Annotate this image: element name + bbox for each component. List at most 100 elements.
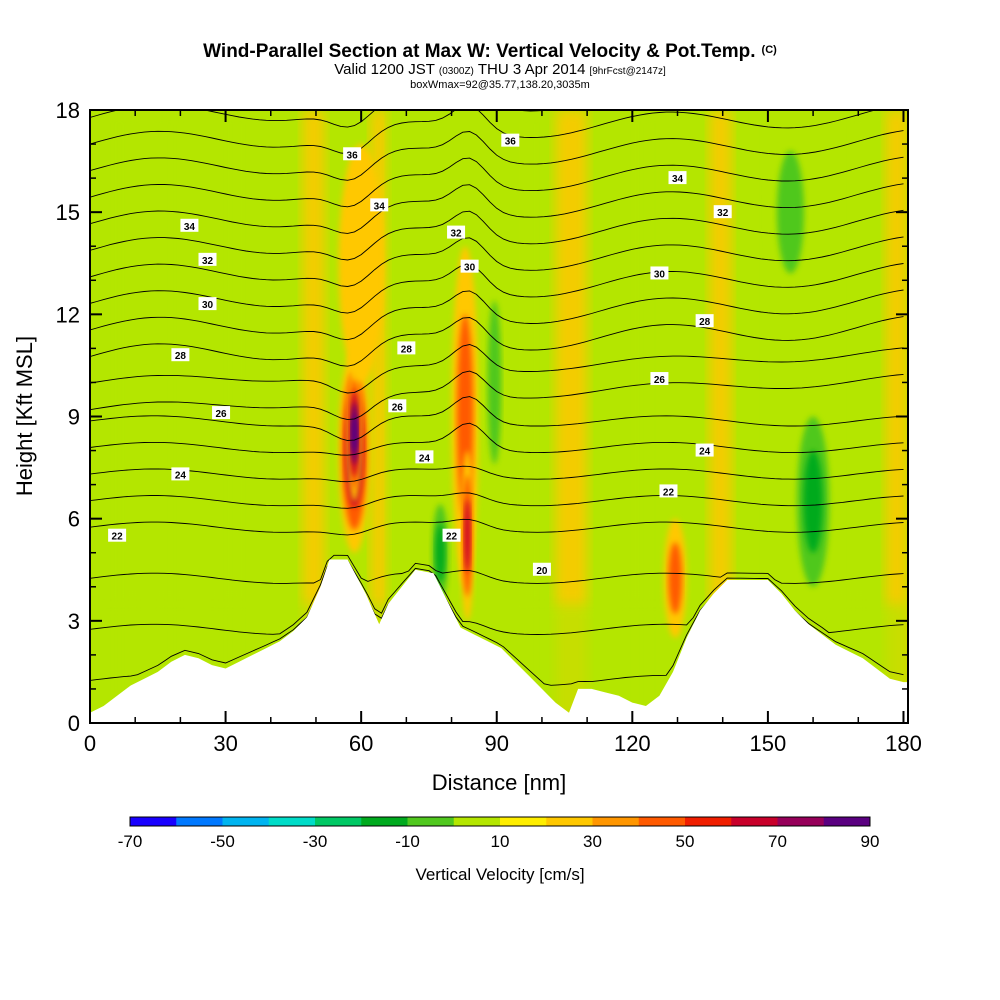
- velocity-cell: [668, 542, 683, 615]
- contour-label: 24: [695, 443, 714, 458]
- velocity-streak: [388, 110, 407, 723]
- theta-contour: [90, 559, 904, 635]
- contour-label: 26: [388, 399, 407, 413]
- contour-label: 22: [442, 528, 461, 543]
- contour-label-text: 22: [446, 532, 458, 543]
- colorbar-tick-label: -50: [210, 832, 235, 851]
- theta-contour: [90, 183, 904, 234]
- contour-label-text: 22: [112, 532, 124, 543]
- y-tick-label: 12: [56, 302, 80, 327]
- subtitle-date: THU 3 Apr 2014: [478, 61, 586, 78]
- subtitle-valid: Valid 1200 JST: [334, 61, 435, 78]
- y-tick-label: 3: [68, 609, 80, 634]
- contour-label: 24: [171, 467, 190, 481]
- contour-label: 28: [171, 348, 190, 362]
- contour-label-text: 30: [654, 269, 666, 280]
- contour-label: 22: [659, 484, 678, 498]
- y-tick-label: 0: [68, 711, 80, 736]
- contour-label: 34: [370, 198, 389, 212]
- theta-contour: [90, 518, 904, 536]
- colorbar-swatch: [130, 817, 177, 826]
- y-axis-label: Height [Kft MSL]: [12, 336, 37, 496]
- contour-label-text: 32: [451, 229, 463, 240]
- colorbar-swatch: [222, 817, 270, 826]
- theta-contour: [90, 316, 904, 367]
- plot-area: [90, 110, 908, 723]
- terrain: [90, 559, 908, 723]
- contour-label-text: 24: [699, 447, 711, 458]
- contour-label-text: 34: [672, 174, 684, 185]
- contour-label: 32: [447, 225, 466, 240]
- velocity-streak: [709, 110, 732, 723]
- colorbar-swatch: [546, 817, 593, 826]
- theta-contour: [90, 344, 904, 394]
- velocity-streak: [302, 110, 326, 723]
- contour-label: 30: [198, 297, 217, 311]
- contour-label-text: 22: [663, 487, 675, 498]
- theta-contour: [90, 396, 904, 441]
- contour-label-text: 24: [419, 453, 431, 464]
- x-tick-label: 120: [614, 731, 651, 756]
- theta-contour: [90, 209, 904, 261]
- x-axis-label: Distance [nm]: [432, 770, 567, 795]
- contour-label-text: 20: [536, 566, 548, 577]
- colorbar: -70 -50 -30 -10 10 30 50 70 90: [118, 816, 879, 851]
- velocity-cell: [803, 450, 823, 553]
- colorbar-swatch: [500, 817, 547, 826]
- contour-label-text: 36: [347, 150, 359, 161]
- chart-title-c: (C): [762, 44, 778, 56]
- x-tick-label: 180: [885, 731, 922, 756]
- colorbar-tick-label: 10: [491, 832, 510, 851]
- contour-label-text: 30: [464, 263, 476, 274]
- y-tick-label: 15: [56, 200, 80, 225]
- chart-box-line: boxWmax=92@35.77,138.20,3035m: [410, 79, 590, 91]
- colorbar-tick-label: -10: [395, 832, 420, 851]
- x-tick-label: 60: [349, 731, 373, 756]
- theta-contour: [90, 422, 904, 456]
- colorbar-swatch: [823, 817, 871, 826]
- colorbar-swatch: [638, 817, 686, 826]
- contour-label: 36: [343, 147, 362, 161]
- velocity-streak: [844, 110, 863, 723]
- velocity-streak: [740, 110, 759, 723]
- colorbar-swatch: [407, 817, 455, 826]
- contour-label: 20: [532, 562, 551, 577]
- colorbar-swatch: [176, 817, 223, 826]
- contour-label: 32: [198, 252, 217, 267]
- contour-label: 30: [460, 259, 479, 274]
- y-tick-label: 18: [56, 98, 80, 123]
- contour-label: 26: [212, 406, 231, 420]
- theta-contour: [90, 236, 904, 287]
- y-tick-label: 9: [68, 405, 80, 430]
- colorbar-swatch: [731, 817, 778, 826]
- colorbar-swatch: [777, 817, 825, 826]
- contour-labels: 36 36 34 34 34 32 32 32 30 30 30 28 28 28 26 26 26 24 24 24…: [108, 133, 732, 577]
- chart-subtitle: Valid 1200 JST (0300Z) THU 3 Apr 2014 [9hrF…: [334, 61, 666, 78]
- velocity-cell: [351, 414, 358, 453]
- velocity-cell: [464, 499, 471, 573]
- colorbar-frame: [129, 816, 871, 827]
- contour-label-text: 26: [654, 375, 666, 386]
- colorbar-swatch: [592, 817, 640, 826]
- x-tick-label: 0: [84, 731, 96, 756]
- contour-label-text: 32: [717, 208, 729, 219]
- subtitle-fcst: [9hrFcst@2147z]: [589, 66, 666, 77]
- contour-label-text: 34: [184, 222, 196, 233]
- contour-label-text: 24: [175, 470, 187, 481]
- colorbar-label: Vertical Velocity [cm/s]: [415, 865, 584, 884]
- x-tick-label: 90: [484, 731, 508, 756]
- contour-label: 34: [180, 218, 199, 233]
- contour-label: 22: [108, 528, 127, 543]
- contour-label-text: 26: [392, 402, 404, 413]
- theta-contour: [90, 156, 904, 208]
- theta-contour: [90, 554, 904, 584]
- contour-label-text: 34: [374, 201, 386, 212]
- contour-label: 36: [501, 133, 520, 148]
- contour-label-text: 28: [175, 351, 187, 362]
- colorbar-swatch: [315, 817, 362, 826]
- chart-title-main: Wind-Parallel Section at Max W: Vertical…: [203, 41, 755, 62]
- colorbar-swatch: [453, 817, 501, 826]
- theta-contour: [90, 370, 904, 421]
- colorbar-swatch: [268, 817, 316, 826]
